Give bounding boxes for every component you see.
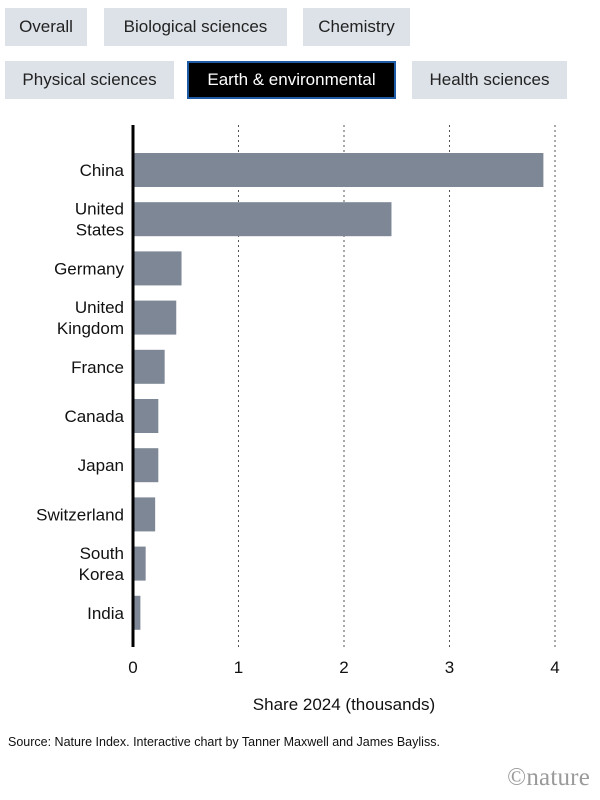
tab-chemistry[interactable]: Chemistry [303, 8, 410, 46]
category-label: China [80, 161, 125, 180]
bar [133, 448, 159, 483]
bar [133, 546, 146, 581]
category-label: France [71, 358, 124, 377]
tab-health-sciences[interactable]: Health sciences [412, 61, 567, 99]
bar [133, 595, 141, 630]
category-label: Korea [79, 565, 125, 584]
category-label: India [87, 604, 124, 623]
tab-overall[interactable]: Overall [5, 8, 87, 46]
category-label: Switzerland [36, 505, 124, 524]
category-label: Canada [64, 407, 124, 426]
bar [133, 399, 159, 433]
x-tick-label: 3 [445, 658, 454, 677]
nature-logo: ©nature [507, 764, 590, 791]
bar [133, 251, 182, 286]
category-label: States [76, 221, 124, 240]
bar [133, 153, 544, 187]
bar-chart: China United States Germany United Kingdom Fra… [36, 125, 560, 714]
category-label: Japan [78, 456, 124, 475]
x-axis-label: Share 2024 (thousands) [253, 695, 435, 714]
tab-earth-environmental[interactable]: Earth & environmental [187, 61, 396, 99]
bar [133, 349, 165, 384]
category-label: United [75, 298, 124, 317]
category-label: United [75, 200, 124, 219]
tab-biological-sciences[interactable]: Biological sciences [104, 8, 287, 46]
x-tick-label: 0 [128, 658, 137, 677]
category-label: Kingdom [57, 319, 124, 338]
source-note: Source: Nature Index. Interactive chart … [8, 735, 440, 749]
x-tick-label: 4 [550, 658, 559, 677]
bar [133, 497, 156, 532]
bar [133, 300, 177, 335]
x-tick-label: 1 [234, 658, 243, 677]
category-label: Germany [54, 259, 124, 278]
tab-physical-sciences[interactable]: Physical sciences [5, 61, 174, 99]
x-tick-label: 2 [339, 658, 348, 677]
category-label: South [80, 544, 124, 563]
bar [133, 202, 392, 237]
